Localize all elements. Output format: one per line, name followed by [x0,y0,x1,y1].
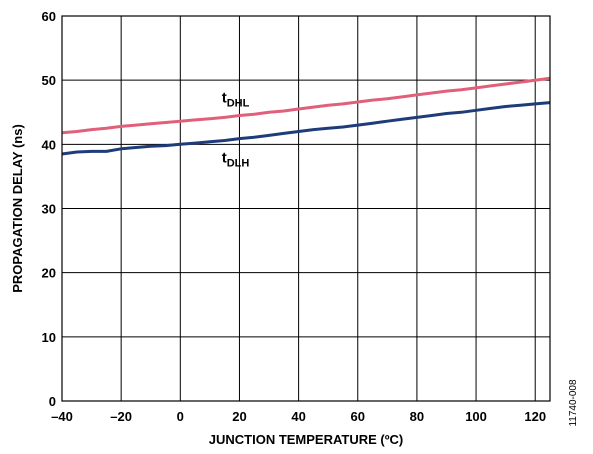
figure-id: 11740-008 [568,379,579,427]
x-tick-label: 80 [410,409,424,424]
x-tick-label: 20 [232,409,246,424]
series-label-tdlh: tDLH [222,149,250,169]
y-tick-labels: 0 10 20 30 40 50 60 [42,9,56,409]
x-axis-title: JUNCTION TEMPERATURE (ºC) [209,432,403,447]
x-tick-label: –40 [51,409,73,424]
series-label-tdhl: tDHL [222,90,250,110]
series-line-tdhl [61,76,551,135]
gridlines [61,15,550,402]
y-tick-label: 50 [42,73,56,88]
y-tick-label: 10 [42,330,56,345]
y-tick-label: 40 [42,137,56,152]
x-tick-labels: –40 –20 0 20 40 60 80 100 120 [51,409,546,424]
y-tick-label: 60 [42,9,56,24]
x-tick-label: 100 [465,409,487,424]
series-label-tdhl-sub: DHL [227,98,250,110]
series-label-tdlh-main: t [222,149,227,166]
y-tick-label: 30 [42,202,56,217]
y-tick-label: 20 [42,266,56,281]
series-label-tdlh-sub: DLH [227,157,250,169]
x-tick-label: 40 [291,409,305,424]
series-layer [61,76,551,156]
x-tick-label: 60 [351,409,365,424]
plot-frame [61,15,551,402]
x-tick-label: 0 [177,409,184,424]
series-label-tdhl-main: t [222,90,227,107]
x-tick-label: 120 [524,409,546,424]
x-tick-label: –20 [110,409,132,424]
y-axis-title: PROPAGATION DELAY (ns) [10,124,25,293]
series-line-tdlh [61,101,551,156]
y-tick-label: 0 [49,394,56,409]
